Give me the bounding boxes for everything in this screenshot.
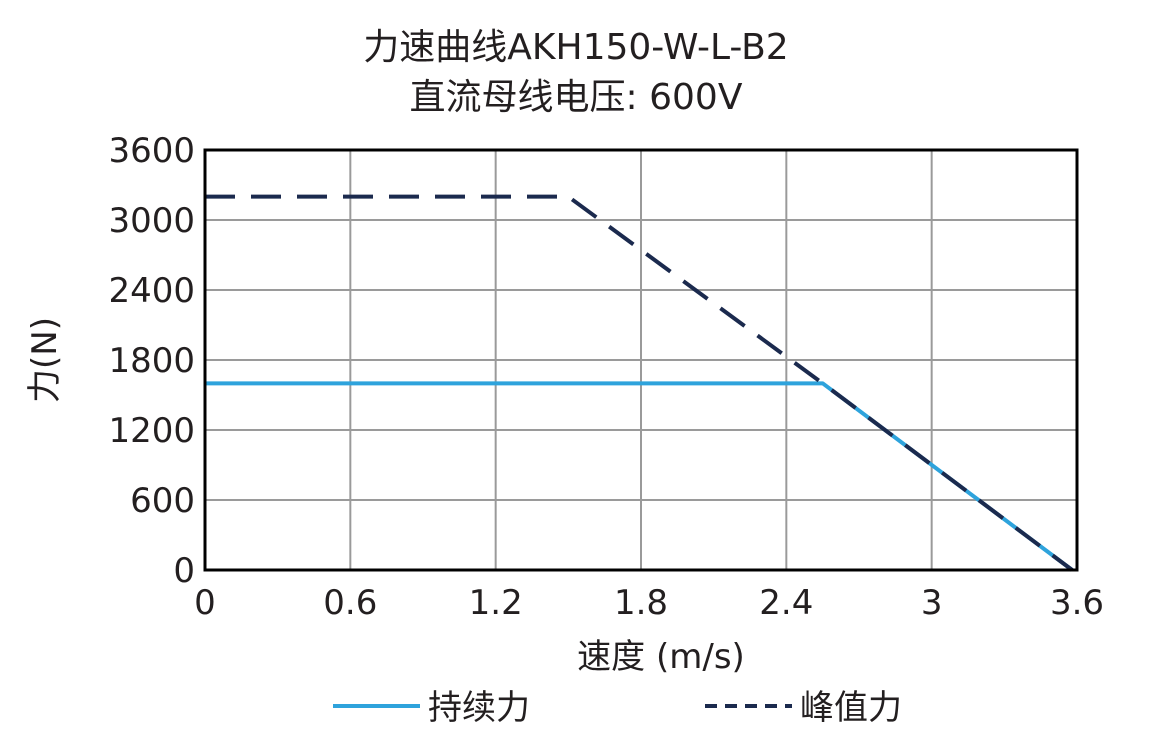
x-tick-label: 3.6 [1050,583,1104,623]
grid [204,149,1078,571]
x-tick-label: 3 [921,583,943,623]
x-axis-label: 速度 (m/s) [577,637,745,677]
chart-subtitle: 直流母线电压: 600V [409,77,743,118]
y-tick-label: 2400 [108,271,195,311]
y-tick-labels: 0 600 1200 1800 2400 3000 3600 [108,131,195,591]
legend-label: 持续力 [428,688,530,728]
y-tick-label: 600 [130,481,195,521]
chart-title: 力速曲线AKH150-W-L-B2 [363,27,789,68]
series-line [205,381,1074,572]
legend: 持续力 峰值力 [333,688,902,728]
y-tick-label: 1200 [108,411,195,451]
y-tick-label: 3000 [108,201,195,241]
x-tick-label: 0.6 [323,583,377,623]
plot-frame [203,148,1079,572]
y-axis-label: 力(N) [25,317,65,403]
legend-label: 峰值力 [800,688,902,728]
x-tick-label: 0 [194,583,216,623]
y-tick-label: 1800 [108,341,195,381]
y-tick-label: 0 [173,551,195,591]
x-tick-label: 1.2 [469,583,523,623]
y-tick-label: 3600 [108,131,195,171]
series-group [205,194,1074,572]
x-tick-label: 2.4 [759,583,813,623]
x-tick-labels: 0 0.6 1.2 1.8 2.4 3 3.6 [194,583,1104,623]
series-line [205,194,1074,572]
x-tick-label: 1.8 [614,583,668,623]
